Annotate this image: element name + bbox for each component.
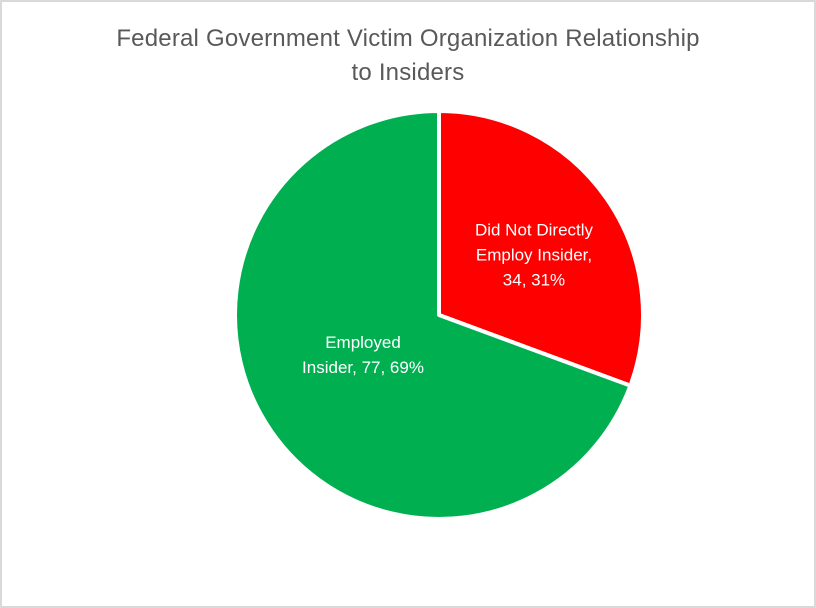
chart-title-line-1: Federal Government Victim Organization R… bbox=[116, 25, 700, 52]
chart-title-line-2: to Insiders bbox=[351, 59, 465, 86]
pie-slice-did-not-directly-employ-insider bbox=[437, 109, 646, 388]
pie-slice-employed-insider bbox=[233, 109, 633, 521]
chart-title: Federal Government Victim Organization R… bbox=[2, 22, 814, 90]
